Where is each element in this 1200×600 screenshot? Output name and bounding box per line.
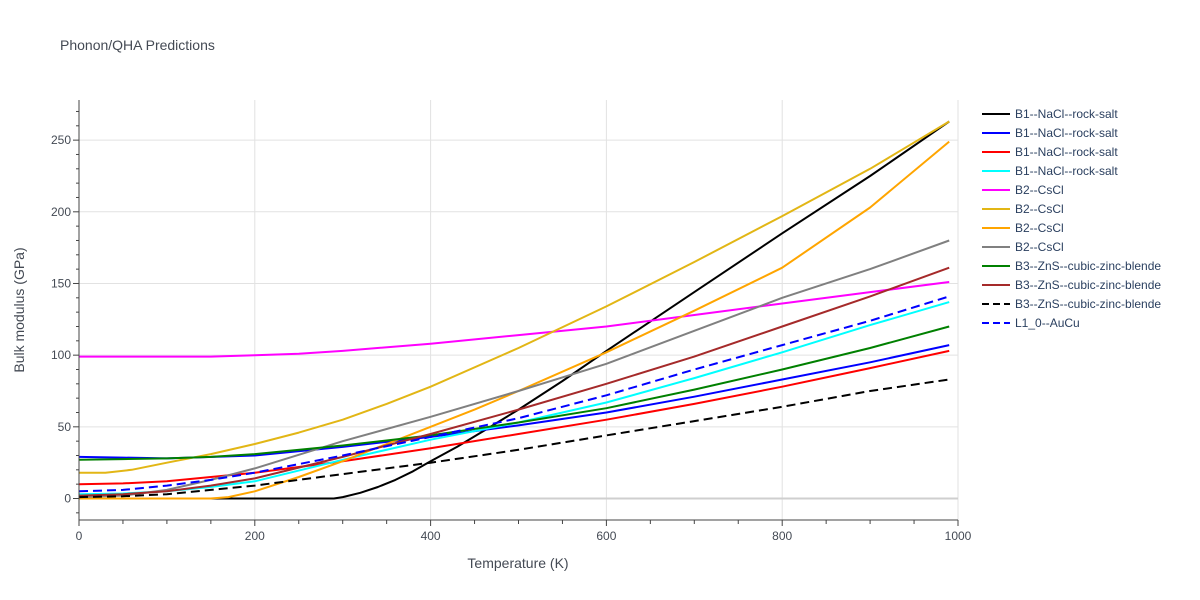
axes: 0 200 400 600 800 1000 0 50 100 150 200 250 xyxy=(51,100,972,543)
x-tick-label: 800 xyxy=(772,529,792,543)
series-line-9 xyxy=(78,325,950,461)
x-tick-label: 400 xyxy=(421,529,441,543)
legend-item[interactable]: B1--NaCl--rock-salt xyxy=(982,145,1118,159)
y-tick-label: 250 xyxy=(51,133,71,147)
legend-item[interactable]: B3--ZnS--cubic-zinc-blende xyxy=(982,278,1161,292)
series-line-8 xyxy=(78,239,950,499)
legend-label: B1--NaCl--rock-salt xyxy=(1015,164,1118,178)
series-line-5 xyxy=(79,281,950,358)
legend-label: B1--NaCl--rock-salt xyxy=(1015,107,1118,121)
legend-item[interactable]: B1--NaCl--rock-salt xyxy=(982,164,1118,178)
x-axis-title: Temperature (K) xyxy=(467,555,568,571)
legend-label: B1--NaCl--rock-salt xyxy=(1015,145,1118,159)
legend[interactable]: B1--NaCl--rock-salt B1--NaCl--rock-salt B1… xyxy=(982,107,1161,330)
series-line-4 xyxy=(78,301,950,496)
series-line-6 xyxy=(79,120,950,474)
legend-item[interactable]: B1--NaCl--rock-salt xyxy=(982,126,1118,140)
legend-item[interactable]: B2--CsCl xyxy=(982,221,1064,235)
legend-label: B3--ZnS--cubic-zinc-blende xyxy=(1015,278,1161,292)
legend-label: L1_0--AuCu xyxy=(1015,316,1080,330)
x-tick-label: 0 xyxy=(76,529,83,543)
legend-label: B3--ZnS--cubic-zinc-blende xyxy=(1015,259,1161,273)
legend-item[interactable]: B2--CsCl xyxy=(982,183,1064,197)
y-tick-label: 100 xyxy=(51,348,71,362)
legend-item[interactable]: B2--CsCl xyxy=(982,202,1064,216)
series-line-2 xyxy=(78,344,950,460)
legend-item[interactable]: B3--ZnS--cubic-zinc-blende xyxy=(982,259,1161,273)
legend-label: B2--CsCl xyxy=(1015,183,1064,197)
legend-item[interactable]: B2--CsCl xyxy=(982,240,1064,254)
legend-label: B2--CsCl xyxy=(1015,221,1064,235)
series-line-11 xyxy=(78,378,950,499)
y-tick-label: 200 xyxy=(51,205,71,219)
series-line-3 xyxy=(78,349,950,486)
legend-item[interactable]: L1_0--AuCu xyxy=(982,316,1080,330)
legend-label: B1--NaCl--rock-salt xyxy=(1015,126,1118,140)
series-line-12 xyxy=(78,295,950,493)
series-layer xyxy=(78,120,950,500)
x-tick-label: 1000 xyxy=(945,529,972,543)
y-tick-label: 0 xyxy=(64,491,71,505)
legend-label: B2--CsCl xyxy=(1015,202,1064,216)
legend-label: B2--CsCl xyxy=(1015,240,1064,254)
legend-item[interactable]: B1--NaCl--rock-salt xyxy=(982,107,1118,121)
x-tick-label: 600 xyxy=(596,529,616,543)
y-tick-label: 150 xyxy=(51,276,71,290)
legend-label: B3--ZnS--cubic-zinc-blende xyxy=(1015,297,1161,311)
x-tick-label: 200 xyxy=(245,529,265,543)
legend-item[interactable]: B3--ZnS--cubic-zinc-blende xyxy=(982,297,1161,311)
series-line-10 xyxy=(78,266,950,497)
series-line-7 xyxy=(79,140,950,500)
y-tick-label: 50 xyxy=(58,420,72,434)
chart-title: Phonon/QHA Predictions xyxy=(60,37,215,53)
y-axis-title: Bulk modulus (GPa) xyxy=(11,247,27,372)
series-line-1 xyxy=(79,120,950,500)
